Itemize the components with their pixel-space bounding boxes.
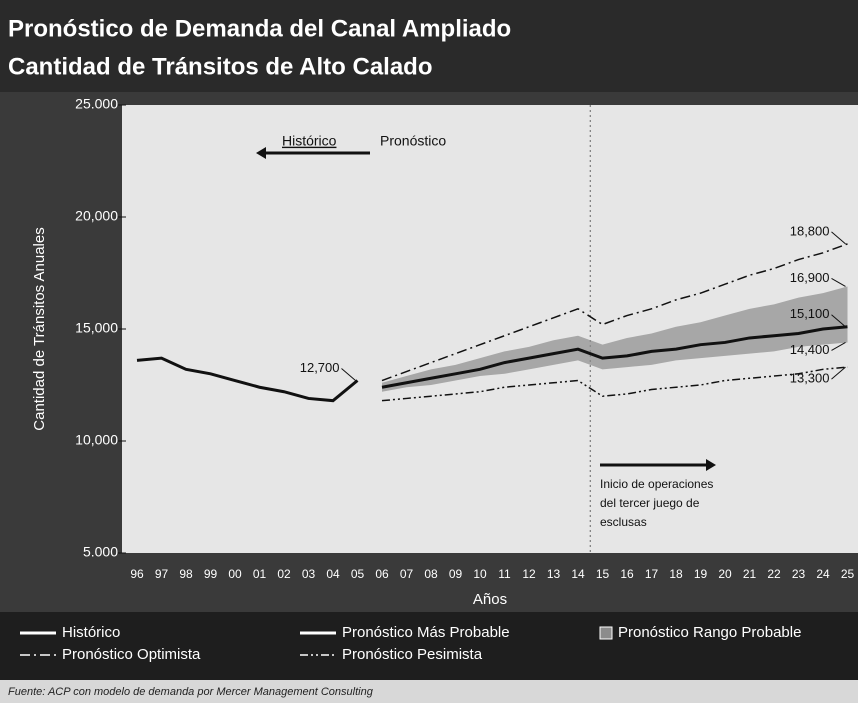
label-leader — [831, 342, 846, 351]
x-tick-label: 04 — [326, 567, 340, 581]
data-label: 12,700 — [300, 360, 340, 375]
x-tick-label: 98 — [179, 567, 193, 581]
x-tick-label: 16 — [620, 567, 634, 581]
legend-label: Histórico — [62, 624, 120, 641]
arrow-head — [256, 147, 266, 159]
x-tick-label: 10 — [473, 567, 487, 581]
series-line — [381, 325, 848, 389]
arrow-head — [706, 459, 716, 471]
legend-label: Pronóstico Más Probable — [342, 624, 510, 641]
x-tick-label: 00 — [228, 567, 242, 581]
data-label: 14,400 — [790, 342, 830, 357]
x-tick-label: 24 — [816, 567, 830, 581]
x-tick-label: 09 — [449, 567, 463, 581]
y-tick-label: 15,000 — [75, 320, 118, 336]
label-leader — [831, 278, 846, 287]
legend-bar — [0, 612, 858, 680]
x-tick-label: 25 — [841, 567, 855, 581]
source: Fuente: ACP con modelo de demanda por Me… — [8, 686, 374, 698]
label-leader — [831, 366, 846, 380]
y-tick-label: 20,000 — [75, 208, 118, 224]
x-tick-label: 23 — [792, 567, 806, 581]
data-label: 16,900 — [790, 270, 830, 285]
x-tick-label: 05 — [351, 567, 365, 581]
annotation-pronostico: Pronóstico — [380, 133, 446, 149]
x-tick-label: 17 — [645, 567, 659, 581]
x-tick-label: 11 — [498, 567, 511, 581]
x-tick-label: 02 — [277, 567, 291, 581]
y-axis-label: Cantidad de Tránsitos Anuales — [31, 227, 48, 430]
x-tick-label: 99 — [204, 567, 218, 581]
x-axis-label: Años — [473, 591, 507, 608]
x-tick-label: 12 — [522, 567, 536, 581]
legend-label: Pronóstico Optimista — [62, 646, 201, 663]
label-leader — [831, 231, 846, 245]
legend-label: Pronóstico Rango Probable — [618, 624, 801, 641]
y-tick-label: 5.000 — [83, 544, 118, 560]
x-tick-label: 19 — [694, 567, 708, 581]
x-tick-label: 20 — [718, 567, 732, 581]
x-tick-label: 13 — [547, 567, 561, 581]
x-tick-label: 07 — [400, 567, 414, 581]
x-tick-label: 21 — [743, 567, 757, 581]
x-tick-label: 15 — [596, 567, 610, 581]
data-label: 18,800 — [790, 223, 830, 238]
annotation-inicio: esclusas — [600, 515, 647, 529]
label-leader — [341, 368, 356, 381]
x-tick-label: 18 — [669, 567, 683, 581]
series-line — [381, 366, 848, 402]
x-tick-label: 03 — [302, 567, 316, 581]
x-tick-label: 06 — [375, 567, 389, 581]
footer-bar — [0, 680, 858, 703]
x-tick-label: 01 — [253, 567, 267, 581]
label-leader — [831, 314, 846, 328]
legend-label: Pronóstico Pesimista — [342, 646, 483, 663]
x-tick-label: 14 — [571, 567, 585, 581]
series-line — [381, 243, 848, 382]
annotation-historico: Histórico — [282, 133, 337, 149]
x-tick-label: 08 — [424, 567, 438, 581]
y-tick-label: 10,000 — [75, 432, 118, 448]
data-label: 15,100 — [790, 306, 830, 321]
x-tick-label: 22 — [767, 567, 781, 581]
chart-subtitle: Cantidad de Tránsitos de Alto Calado — [8, 53, 433, 80]
title-bar — [0, 0, 858, 92]
x-tick-label: 97 — [155, 567, 169, 581]
chart-title: Pronóstico de Demanda del Canal Ampliado — [8, 15, 511, 42]
annotation-inicio: Inicio de operaciones — [600, 477, 713, 491]
data-label: 13,300 — [790, 371, 830, 386]
series-line — [136, 356, 359, 403]
y-tick-label: 25.000 — [75, 96, 118, 112]
x-tick-label: 96 — [130, 567, 144, 581]
legend-swatch — [599, 626, 613, 640]
annotation-inicio: del tercer juego de — [600, 496, 700, 510]
